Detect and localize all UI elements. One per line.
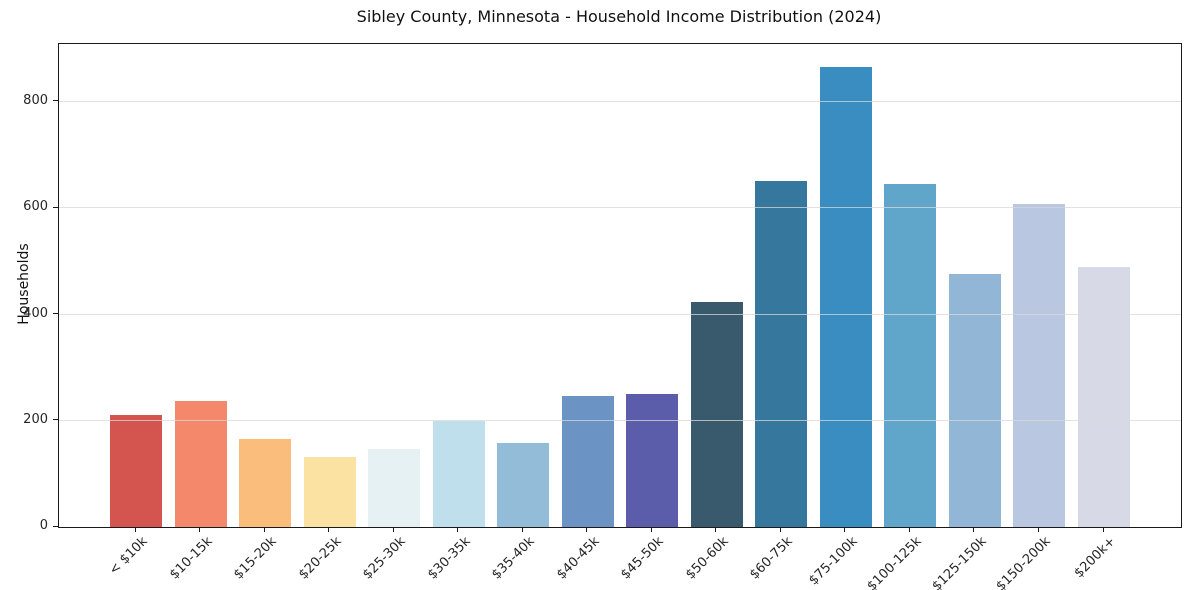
- x-tick-$20-25k: [328, 527, 330, 532]
- bar-$10-15k: [174, 401, 227, 527]
- x-tick-$35-40k: [521, 527, 523, 532]
- chart-title: Sibley County, Minnesota - Household Inc…: [356, 7, 882, 26]
- plot-area: [58, 43, 1182, 528]
- bar-$60-75k: [755, 180, 808, 527]
- x-tick-$75-100k: [844, 527, 846, 532]
- y-tick-200: [53, 419, 58, 421]
- bar-$25-30k: [368, 449, 421, 527]
- y-tick-600: [53, 206, 58, 208]
- x-tick-$50-60k: [715, 527, 717, 532]
- y-tick-label-800: 800: [23, 92, 48, 108]
- y-tick-800: [53, 100, 58, 102]
- y-tick-400: [53, 313, 58, 314]
- gridline-800: [59, 100, 1181, 102]
- bar-$40-45k: [561, 396, 614, 527]
- x-tick-$200k+: [1102, 527, 1104, 532]
- bar-$125-150k: [948, 274, 1001, 527]
- bar-$15-20k: [239, 438, 292, 527]
- y-tick-label-600: 600: [23, 199, 48, 215]
- x-tick-$25-30k: [392, 527, 394, 532]
- bar-$45-50k: [626, 394, 679, 527]
- gridline-600: [59, 207, 1181, 209]
- x-tick-$125-150k: [973, 527, 975, 532]
- bar-$200k+: [1078, 266, 1130, 527]
- bar-$30-35k: [432, 420, 485, 527]
- bar-$20-25k: [303, 456, 356, 527]
- bar-< $10k: [110, 415, 162, 527]
- x-tick-$30-35k: [457, 527, 459, 532]
- y-tick-label-200: 200: [23, 411, 48, 427]
- x-tick-$40-45k: [586, 527, 588, 532]
- x-tick-label-< $10k: < $10k: [106, 534, 151, 579]
- x-tick-< $10k: [134, 527, 136, 532]
- x-tick-$15-20k: [263, 527, 265, 532]
- x-tick-$60-75k: [779, 527, 781, 532]
- x-tick-$150-200k: [1038, 527, 1039, 532]
- bar-$50-60k: [690, 301, 743, 527]
- x-tick-$45-50k: [650, 527, 652, 532]
- gridline-400: [59, 313, 1181, 315]
- x-tick-$100-125k: [908, 527, 910, 532]
- bar-$75-100k: [819, 66, 872, 527]
- bar-$35-40k: [497, 442, 550, 527]
- x-tick-$10-15k: [199, 527, 200, 532]
- gridline-200: [59, 419, 1181, 421]
- bar-$150-200k: [1013, 203, 1066, 527]
- y-tick-label-400: 400: [23, 305, 48, 321]
- bar-$100-125k: [884, 183, 937, 527]
- y-tick-0: [53, 525, 58, 527]
- y-tick-label-0: 0: [39, 518, 48, 533]
